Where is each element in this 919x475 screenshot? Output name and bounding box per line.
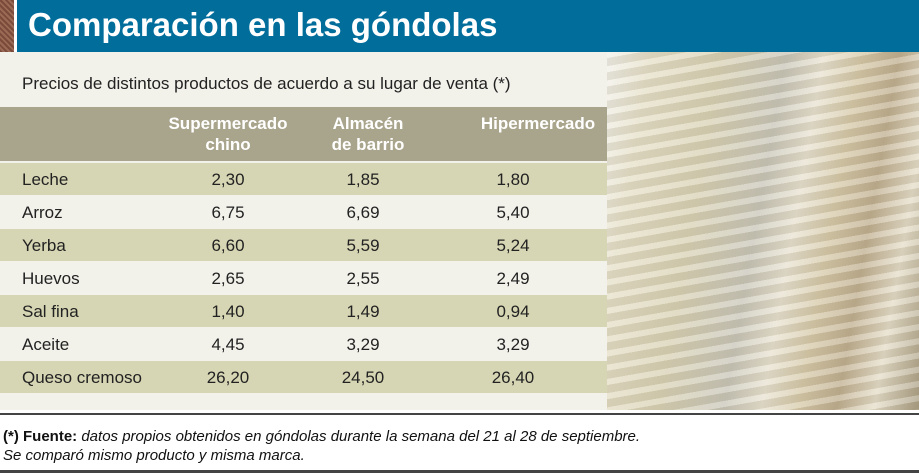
- row-label: Huevos: [22, 269, 80, 288]
- price-cell: 1,40: [211, 302, 245, 321]
- price-cell: 6,69: [346, 203, 380, 222]
- header-line: chino: [205, 135, 251, 154]
- decorative-strip: [0, 0, 14, 52]
- row-label: Aceite: [22, 335, 70, 354]
- column-header-almacen: Almacén de barrio: [313, 113, 423, 155]
- price-cell: 1,85: [346, 170, 380, 189]
- row-label: Yerba: [22, 236, 66, 255]
- divider: [0, 413, 919, 415]
- footnote-source-text: datos propios obtenidos en góndolas dura…: [77, 428, 641, 445]
- table-row: Yerba 6,60 5,59 5,24: [0, 229, 607, 261]
- title-background: [17, 0, 919, 52]
- price-cell: 24,50: [341, 368, 385, 387]
- footnote-source: (*) Fuente: datos propios obtenidos en g…: [3, 428, 640, 445]
- footnote-note: Se comparó mismo producto y misma marca.: [3, 447, 305, 464]
- price-cell: 1,80: [496, 170, 530, 189]
- price-cell: 0,94: [496, 302, 530, 321]
- table-row: Leche 2,30 1,85 1,80: [0, 163, 607, 195]
- price-cell: 2,65: [211, 269, 245, 288]
- page-title: Comparación en las góndolas: [28, 6, 498, 43]
- price-cell: 3,29: [346, 335, 380, 354]
- supermarket-aisle-photo: [607, 52, 919, 410]
- price-cell: 6,60: [211, 236, 245, 255]
- table-row: Huevos 2,65 2,55 2,49: [0, 262, 607, 294]
- footnote-marker: (*) Fuente:: [3, 428, 78, 445]
- price-cell: 26,20: [206, 368, 250, 387]
- row-label: Arroz: [22, 203, 63, 222]
- row-label: Sal fina: [22, 302, 79, 321]
- column-header-supermercado: Supermercado chino: [160, 113, 296, 155]
- price-cell: 2,30: [211, 170, 245, 189]
- price-cell: 5,24: [496, 236, 530, 255]
- header-line: Almacén: [332, 114, 404, 133]
- price-cell: 5,40: [496, 203, 530, 222]
- price-cell: 5,59: [346, 236, 380, 255]
- price-cell: 26,40: [491, 368, 535, 387]
- price-cell: 2,55: [346, 269, 380, 288]
- table-row: Arroz 6,75 6,69 5,40: [0, 196, 607, 228]
- table-row: Aceite 4,45 3,29 3,29: [0, 328, 607, 360]
- table-row: Queso cremoso 26,20 24,50 26,40: [0, 361, 607, 393]
- header-line: Hipermercado: [480, 114, 596, 133]
- price-cell: 6,75: [211, 203, 245, 222]
- price-cell: 2,49: [496, 269, 530, 288]
- row-label: Queso cremoso: [22, 368, 142, 387]
- table-row: Sal fina 1,40 1,49 0,94: [0, 295, 607, 327]
- price-cell: 3,29: [496, 335, 530, 354]
- table-header: Supermercado chino Almacén de barrio Hiper…: [0, 107, 607, 161]
- header-line: de barrio: [331, 135, 405, 154]
- price-cell: 1,49: [346, 302, 380, 321]
- column-header-hipermercado: Hipermercado: [470, 113, 606, 134]
- price-cell: 4,45: [211, 335, 245, 354]
- subtitle: Precios de distintos productos de acuerd…: [22, 74, 511, 93]
- row-label: Leche: [22, 170, 69, 189]
- title-bar: Comparación en las góndolas: [0, 0, 919, 52]
- header-line: Supermercado: [168, 114, 288, 133]
- divider: [0, 470, 919, 473]
